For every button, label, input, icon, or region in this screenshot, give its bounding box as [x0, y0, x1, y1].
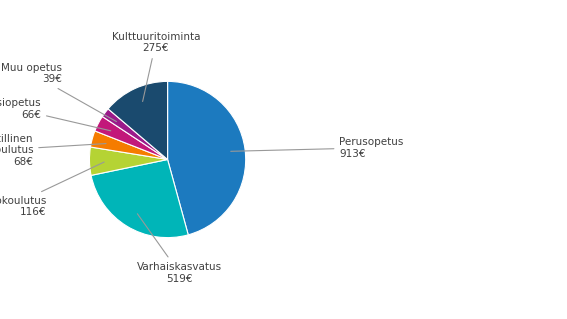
Text: Perusopetus
913€: Perusopetus 913€ [231, 137, 404, 159]
Wedge shape [91, 131, 168, 160]
Wedge shape [91, 160, 188, 238]
Wedge shape [95, 116, 168, 160]
Text: Muu opetus
39€: Muu opetus 39€ [1, 63, 116, 122]
Wedge shape [90, 147, 168, 175]
Wedge shape [102, 109, 168, 160]
Text: Varhaiskasvatus
519€: Varhaiskasvatus 519€ [137, 214, 222, 284]
Wedge shape [168, 81, 246, 235]
Text: Ammatillinen
koulutus
68€: Ammatillinen koulutus 68€ [0, 134, 106, 167]
Text: Kulttuuritoiminta
275€: Kulttuuritoiminta 275€ [112, 32, 200, 101]
Text: Lukiokoulutus
116€: Lukiokoulutus 116€ [0, 162, 104, 217]
Text: Esiopetus
66€: Esiopetus 66€ [0, 98, 111, 131]
Wedge shape [108, 81, 168, 160]
